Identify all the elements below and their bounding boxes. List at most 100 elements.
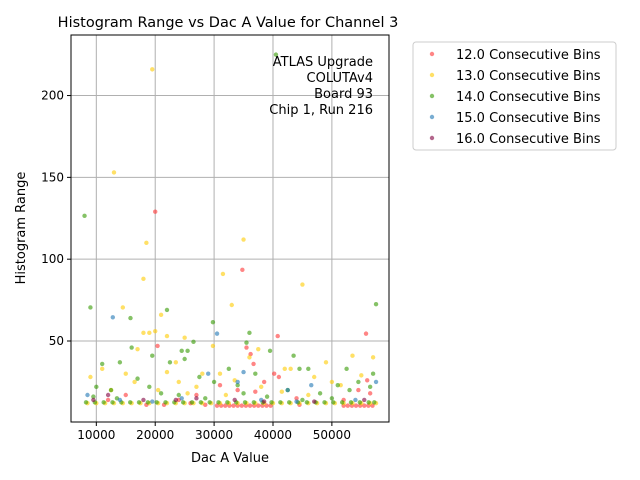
data-point bbox=[231, 403, 236, 408]
data-point bbox=[373, 301, 379, 307]
data-point bbox=[306, 392, 311, 398]
data-point bbox=[259, 384, 264, 390]
x-axis-label: Dac A Value bbox=[191, 451, 269, 466]
data-point bbox=[200, 371, 205, 376]
data-point bbox=[150, 353, 155, 358]
data-point bbox=[235, 382, 240, 388]
data-point bbox=[267, 348, 273, 354]
data-point bbox=[247, 355, 252, 360]
data-point bbox=[88, 305, 93, 310]
annotation: ATLAS Upgrade COLUTAv4 Board 93 Chip 1, … bbox=[269, 55, 373, 118]
legend-label: 13.0 Consecutive Bins bbox=[456, 69, 601, 84]
data-point bbox=[312, 399, 317, 404]
data-point bbox=[239, 403, 244, 408]
data-point bbox=[164, 333, 170, 339]
data-point bbox=[362, 397, 367, 403]
data-point bbox=[353, 403, 359, 408]
data-point bbox=[345, 403, 350, 408]
data-point bbox=[101, 400, 106, 405]
data-point bbox=[206, 371, 211, 376]
data-point bbox=[269, 400, 274, 405]
data-point bbox=[339, 400, 345, 405]
data-point bbox=[127, 400, 133, 405]
data-point bbox=[242, 400, 248, 405]
legend-label: 14.0 Consecutive Bins bbox=[456, 90, 601, 105]
data-point bbox=[276, 374, 282, 380]
data-point bbox=[136, 400, 142, 405]
data-point bbox=[197, 374, 202, 380]
data-point bbox=[373, 379, 379, 385]
data-point bbox=[365, 378, 370, 383]
data-point bbox=[173, 397, 179, 403]
data-point bbox=[372, 400, 377, 405]
data-point bbox=[244, 340, 249, 345]
data-point bbox=[322, 400, 327, 405]
data-point bbox=[144, 240, 149, 246]
data-point bbox=[317, 391, 323, 396]
data-point bbox=[129, 345, 134, 350]
data-point bbox=[256, 403, 261, 408]
data-point bbox=[132, 379, 137, 385]
data-point bbox=[185, 391, 190, 396]
axis-ticks: 10000 20000 30000 40000 50000 50 100 150 200 bbox=[41, 89, 351, 442]
legend: 12.0 Consecutive Bins 13.0 Consecutive Bi… bbox=[412, 41, 617, 151]
data-point bbox=[108, 387, 114, 393]
data-point bbox=[117, 360, 123, 365]
data-point bbox=[185, 348, 190, 354]
x-tick-label: 10000 bbox=[77, 428, 115, 442]
y-tick-label: 150 bbox=[41, 170, 64, 184]
data-point bbox=[117, 397, 123, 403]
annotation-line: Board 93 bbox=[314, 87, 373, 102]
data-point bbox=[217, 382, 223, 388]
data-point bbox=[91, 394, 96, 399]
data-point bbox=[145, 400, 151, 405]
data-point bbox=[167, 360, 173, 365]
data-point bbox=[198, 400, 204, 405]
data-point bbox=[179, 348, 184, 354]
data-point bbox=[153, 209, 158, 214]
legend-label: 15.0 Consecutive Bins bbox=[456, 111, 601, 126]
data-point bbox=[123, 392, 128, 398]
data-point bbox=[155, 343, 160, 349]
data-point bbox=[329, 396, 335, 401]
data-point bbox=[88, 374, 93, 380]
data-point bbox=[189, 400, 195, 405]
data-point bbox=[182, 335, 187, 340]
annotation-line: ATLAS Upgrade bbox=[273, 55, 373, 70]
y-tick-label: 200 bbox=[41, 89, 64, 103]
data-point bbox=[350, 353, 355, 358]
data-point bbox=[294, 396, 299, 401]
data-point bbox=[256, 346, 261, 352]
data-point bbox=[120, 305, 126, 310]
data-point bbox=[348, 400, 354, 405]
data-point bbox=[128, 315, 133, 321]
data-point bbox=[141, 276, 146, 282]
data-point bbox=[304, 400, 310, 405]
data-point bbox=[275, 333, 280, 339]
data-point bbox=[164, 369, 170, 375]
data-point bbox=[285, 387, 290, 393]
data-point bbox=[211, 379, 217, 385]
x-tick-label: 40000 bbox=[254, 428, 292, 442]
x-tick-label: 20000 bbox=[136, 428, 174, 442]
data-point bbox=[367, 391, 373, 396]
data-point bbox=[367, 384, 373, 390]
legend-label: 16.0 Consecutive Bins bbox=[456, 132, 601, 147]
data-point bbox=[141, 330, 146, 336]
data-point bbox=[153, 328, 158, 334]
data-point bbox=[105, 392, 111, 398]
data-point bbox=[244, 345, 249, 350]
data-point bbox=[147, 330, 152, 336]
data-point bbox=[147, 384, 152, 390]
data-point bbox=[91, 397, 96, 403]
legend-box bbox=[412, 41, 617, 151]
data-point bbox=[141, 397, 146, 403]
data-point bbox=[306, 366, 311, 372]
data-point bbox=[286, 400, 292, 405]
data-point bbox=[179, 396, 184, 401]
data-points bbox=[82, 52, 379, 408]
x-tick-label: 30000 bbox=[195, 428, 233, 442]
data-point bbox=[241, 369, 246, 375]
y-axis-label: Histogram Range bbox=[14, 172, 29, 285]
data-point bbox=[288, 366, 293, 372]
